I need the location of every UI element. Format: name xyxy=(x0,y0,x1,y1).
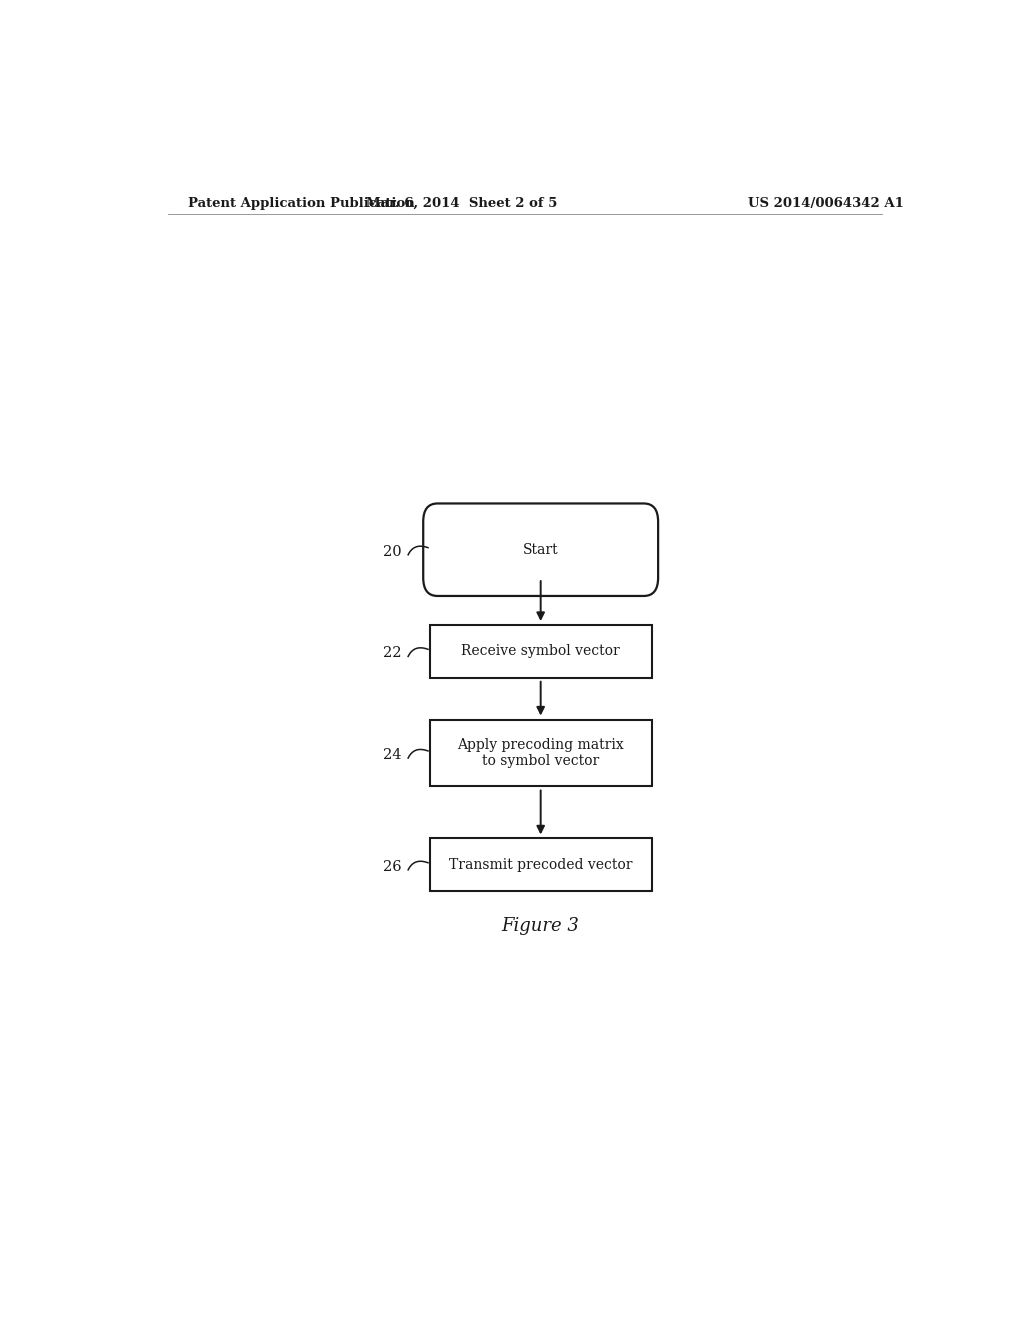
Text: 24: 24 xyxy=(383,748,401,762)
FancyBboxPatch shape xyxy=(430,624,652,677)
FancyBboxPatch shape xyxy=(423,503,658,595)
Text: 22: 22 xyxy=(383,647,401,660)
Text: Figure 3: Figure 3 xyxy=(502,917,580,935)
Text: Apply precoding matrix
to symbol vector: Apply precoding matrix to symbol vector xyxy=(458,738,624,768)
Text: Start: Start xyxy=(523,543,558,557)
Text: 20: 20 xyxy=(383,545,401,558)
Text: Mar. 6, 2014  Sheet 2 of 5: Mar. 6, 2014 Sheet 2 of 5 xyxy=(366,197,557,210)
Text: US 2014/0064342 A1: US 2014/0064342 A1 xyxy=(749,197,904,210)
Text: Patent Application Publication: Patent Application Publication xyxy=(187,197,415,210)
FancyBboxPatch shape xyxy=(430,719,652,785)
Text: Transmit precoded vector: Transmit precoded vector xyxy=(449,858,633,871)
FancyBboxPatch shape xyxy=(430,838,652,891)
Text: Receive symbol vector: Receive symbol vector xyxy=(461,644,621,659)
Text: 26: 26 xyxy=(383,859,401,874)
